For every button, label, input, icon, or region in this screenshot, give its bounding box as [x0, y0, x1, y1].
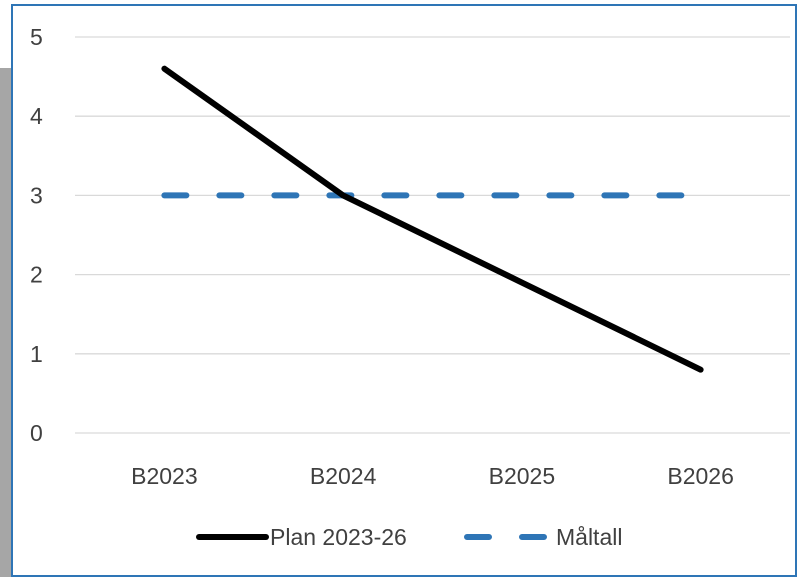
legend-label: Måltall	[556, 524, 622, 550]
y-tick-label: 1	[30, 341, 43, 367]
x-tick-label: B2025	[489, 463, 556, 489]
y-tick-label: 3	[30, 182, 43, 208]
y-tick-label: 0	[30, 420, 43, 446]
legend: Plan 2023-26 Måltall	[196, 524, 622, 550]
y-tick-label: 2	[30, 262, 43, 288]
y-axis-ticks: 0 1 2 3 4 5	[30, 24, 43, 446]
series-lines	[161, 65, 704, 373]
x-tick-label: B2024	[310, 463, 377, 489]
series-line-plan	[161, 65, 704, 373]
x-tick-label: B2023	[131, 463, 198, 489]
y-tick-label: 4	[30, 103, 43, 129]
x-axis-ticks: B2023 B2024 B2025 B2026	[131, 463, 734, 489]
y-tick-label: 5	[30, 24, 43, 50]
x-tick-label: B2026	[667, 463, 734, 489]
legend-label: Plan 2023-26	[270, 524, 407, 550]
chart-frame	[11, 4, 797, 577]
